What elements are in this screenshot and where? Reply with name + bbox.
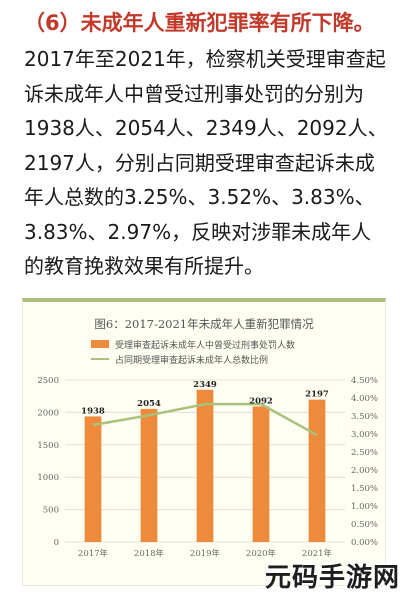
line-series [92, 402, 318, 437]
bar [140, 408, 158, 542]
left-tick-label: 0 [54, 538, 59, 548]
right-tick-label: 2.50% [351, 448, 378, 458]
left-tick-label: 500 [43, 506, 59, 516]
x-tick-label: 2020年 [246, 548, 277, 559]
x-tick-label: 2021年 [302, 548, 333, 559]
body-paragraph: 2017年至2021年，检察机关受理审查起 诉未成年人中曾受过刑事处罚的分别为 … [24, 42, 396, 284]
legend-label-bar: 受理审查起诉未成年人中曾受过刑事处罚人数 [115, 339, 295, 351]
section-heading: （6）未成年人重新犯罪率有所下降。 [24, 11, 375, 35]
right-tick-label: 0.50% [351, 520, 378, 530]
x-axis: 2017年 2018年 2019年 2020年 2021年 [78, 548, 333, 559]
chart-title: 图6：2017-2021年未成年人重新犯罪情况 [94, 317, 314, 331]
paragraph-line: 2197人，分别占同期受理审查起诉未成 [24, 150, 375, 175]
chart-figure: 图6：2017-2021年未成年人重新犯罪情况 受理审查起诉未成年人中曾受过刑事… [22, 298, 386, 586]
right-tick-label: 3.50% [351, 412, 378, 422]
paragraph-line: 2017年至2021年，检察机关受理审查起 [24, 47, 386, 71]
bar [84, 416, 102, 542]
bar-data-labels: 1938 2054 2349 2092 2197 [81, 380, 329, 417]
right-tick-label: 4.50% [351, 376, 378, 386]
left-axis: 0 500 1000 1500 2000 2500 [37, 376, 59, 548]
right-tick-label: 1.00% [351, 502, 378, 512]
bar-series [84, 389, 326, 542]
bar-data-label: 2349 [193, 380, 217, 390]
right-axis: 0.00% 0.50% 1.00% 1.50% 2.00% 2.50% 3.00% 3.50%… [351, 376, 378, 548]
right-tick-label: 4.00% [351, 394, 378, 404]
x-tick-label: 2018年 [134, 548, 165, 559]
paragraph-line: 的教育挽救效果有所提升。 [24, 254, 264, 278]
left-tick-label: 2500 [37, 376, 59, 386]
right-tick-label: 1.50% [351, 484, 378, 494]
bar-data-label: 1938 [81, 406, 105, 416]
bar [252, 406, 270, 542]
bar [196, 389, 214, 542]
left-tick-label: 1000 [37, 473, 59, 483]
left-tick-label: 2000 [37, 408, 59, 418]
right-tick-label: 0.00% [351, 538, 378, 548]
paragraph-line: 诉未成年人中曾受过刑事处罚的分别为 [24, 81, 364, 106]
x-tick-label: 2017年 [78, 548, 109, 559]
bar-data-label: 2197 [305, 390, 329, 400]
bar-data-label: 2054 [137, 399, 161, 409]
x-tick-label: 2019年 [190, 548, 221, 559]
left-tick-label: 1500 [37, 441, 59, 451]
paragraph-line: 年人总数的3.25%、3.52%、3.83%、 [24, 185, 375, 209]
combo-chart: 图6：2017-2021年未成年人重新犯罪情况 受理审查起诉未成年人中曾受过刑事… [37, 317, 378, 559]
watermark-logo: 元码手游网 [264, 563, 400, 593]
legend-label-line: 占同期受理审查起诉未成年人总数比例 [115, 354, 268, 366]
paragraph-line: 3.83%、2.97%，反映对涉罪未成年人 [24, 219, 372, 244]
legend-swatch-bar [91, 340, 109, 348]
right-tick-label: 2.00% [351, 466, 378, 476]
bar [308, 399, 326, 542]
bar-data-label: 2092 [249, 396, 273, 406]
right-tick-label: 3.00% [351, 430, 378, 440]
series-line [92, 402, 318, 437]
paragraph-line: 1938人、2054人、2349人、2092人、 [24, 116, 388, 140]
